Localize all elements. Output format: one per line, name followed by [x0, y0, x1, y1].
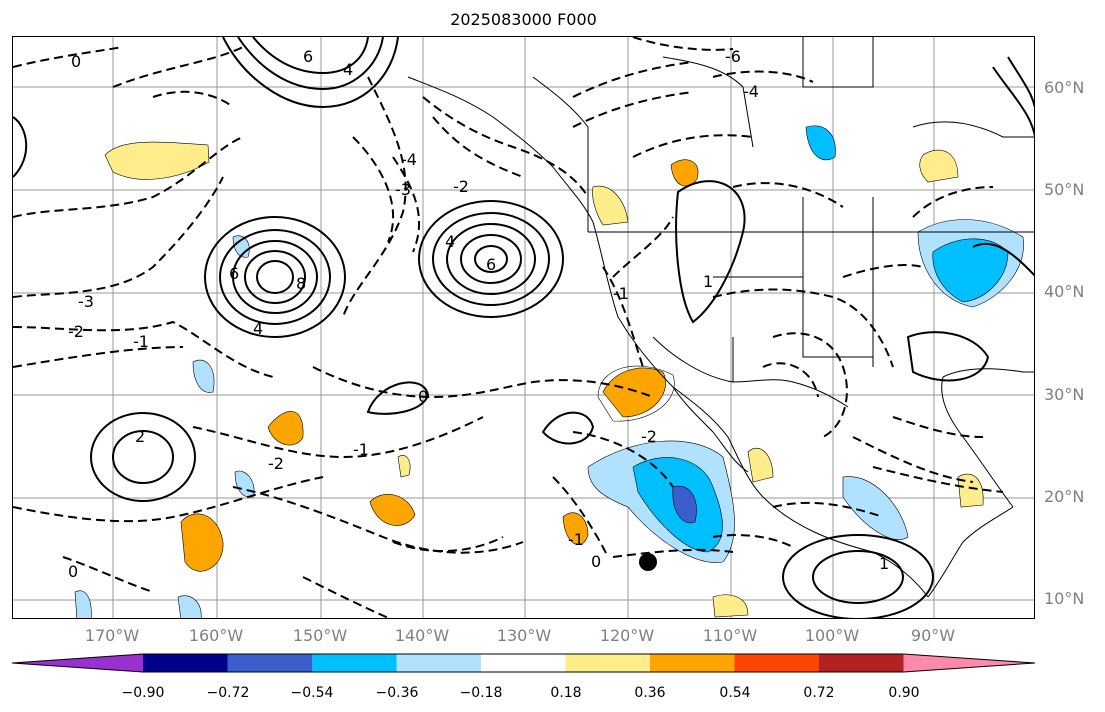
- contour-label: 1: [879, 554, 889, 573]
- contour-label: -2: [268, 454, 284, 473]
- shading: [74, 125, 1024, 618]
- lat-label-30n: 30°N: [1044, 385, 1085, 404]
- storm-center-marker: [639, 553, 657, 571]
- colorbar-label: −0.36: [375, 685, 419, 701]
- lon-label-160w: 160°W: [188, 626, 244, 645]
- colorbar-segment: [312, 654, 397, 672]
- shade-lightblue-tiny2: [177, 595, 202, 618]
- contour-label: -4: [743, 82, 759, 101]
- colorbar-label: 0.72: [803, 685, 835, 701]
- colorbar-segment: [227, 654, 312, 672]
- lon-label-140w: 140°W: [394, 626, 450, 645]
- lon-label-120w: 120°W: [599, 626, 655, 645]
- shade-yellow-mexico: [747, 447, 774, 483]
- contour-label: -3: [78, 292, 94, 311]
- contour-label: -3: [395, 180, 411, 199]
- contour-label: 1: [703, 272, 713, 291]
- colorbar-segment: [481, 654, 566, 672]
- contour-label: 8: [296, 274, 306, 293]
- colorbar-segment: [12, 654, 143, 672]
- contour-labels: 8 6 4 6 4 6 4 2 -3 -2 -1 -1 -2 -3 -4 -2 …: [68, 47, 889, 581]
- colorbar: [11, 653, 1036, 673]
- colorbar-label: 0.18: [550, 685, 582, 701]
- colorbar-segment: [396, 654, 481, 672]
- shade-yellow-tiny: [397, 455, 411, 478]
- lon-label-130w: 130°W: [496, 626, 552, 645]
- colorbar-label: 0.54: [719, 685, 751, 701]
- shade-lightblue-west: [192, 359, 215, 393]
- lon-label-100w: 100°W: [804, 626, 860, 645]
- colorbar-label: −0.54: [290, 685, 334, 701]
- shade-yellow-south: [712, 594, 749, 618]
- contour-label: 4: [343, 60, 353, 79]
- shade-yellow-aleutian: [104, 141, 210, 180]
- contour-label: 6: [303, 47, 313, 66]
- shade-orange-socal: [602, 367, 666, 418]
- contour-label: -2: [68, 322, 84, 341]
- contour-label: -6: [725, 47, 741, 66]
- shade-yellow-bc: [592, 185, 629, 226]
- lat-label-10n: 10°N: [1044, 589, 1085, 608]
- contour-label: 0: [418, 387, 428, 406]
- contour-label: -2: [453, 177, 469, 196]
- contour-label: -2: [641, 427, 657, 446]
- shade-orange-tropic3: [562, 512, 589, 545]
- shade-lightblue-canada: [805, 125, 836, 161]
- contour-label: 0: [71, 52, 81, 71]
- shade-lightblue-tiny3: [74, 590, 92, 618]
- shade-blue-lakes: [932, 238, 1009, 303]
- shade-yellow-ak: [670, 159, 699, 187]
- lon-label-150w: 150°W: [292, 626, 348, 645]
- positive-contours: [13, 37, 1034, 618]
- contour-label: 0: [591, 552, 601, 571]
- lat-label-60n: 60°N: [1044, 78, 1085, 97]
- contour-label: 6: [486, 255, 496, 274]
- lon-label-110w: 110°W: [702, 626, 758, 645]
- colorbar-segment: [565, 654, 650, 672]
- contour-label: -1: [353, 440, 369, 459]
- lat-label-40n: 40°N: [1044, 282, 1085, 301]
- contour-label: 0: [68, 562, 78, 581]
- coastlines: [407, 37, 1034, 598]
- map-canvas: 8 6 4 6 4 6 4 2 -3 -2 -1 -1 -2 -3 -4 -2 …: [13, 37, 1034, 618]
- shade-orange-tropic1: [369, 494, 416, 526]
- colorbar-label: 0.90: [888, 685, 920, 701]
- colorbar-segment: [734, 654, 819, 672]
- colorbar-segment: [819, 654, 904, 672]
- contour-label: 4: [253, 319, 263, 338]
- contour-label: -1: [133, 332, 149, 351]
- map-panel: 8 6 4 6 4 6 4 2 -3 -2 -1 -1 -2 -3 -4 -2 …: [12, 36, 1035, 619]
- colorbar-label: −0.18: [459, 685, 503, 701]
- negative-contours: [13, 37, 1004, 618]
- colorbar-label: 0.36: [634, 685, 666, 701]
- shade-yellow-yucatan: [957, 473, 984, 508]
- shade-yellow-canada: [919, 149, 959, 183]
- contour-label: 6: [229, 264, 239, 283]
- contour-label: -4: [401, 150, 417, 169]
- contour-label: -1: [613, 284, 629, 303]
- lat-label-20n: 20°N: [1044, 487, 1085, 506]
- colorbar-segment: [903, 654, 1035, 672]
- shade-orange-central: [267, 411, 304, 446]
- shade-orange-tropic2: [180, 513, 224, 572]
- shade-lightblue-hi: [234, 470, 255, 498]
- map-title: 2025083000 F000: [450, 10, 597, 29]
- colorbar-label: −0.72: [206, 685, 250, 701]
- contour-label: -1: [568, 530, 584, 549]
- shade-midblue-mexico: [672, 485, 697, 524]
- colorbar-segment: [143, 654, 228, 672]
- colorbar-segment: [650, 654, 735, 672]
- lat-label-50n: 50°N: [1044, 180, 1085, 199]
- colorbar-label: −0.90: [121, 685, 165, 701]
- contour-label: 4: [445, 232, 455, 251]
- shade-lightblue-central-am: [842, 476, 909, 540]
- contour-label: 2: [135, 427, 145, 446]
- lon-label-90w: 90°W: [910, 626, 956, 645]
- colorbar-outline: [11, 653, 1036, 673]
- lon-label-170w: 170°W: [84, 626, 140, 645]
